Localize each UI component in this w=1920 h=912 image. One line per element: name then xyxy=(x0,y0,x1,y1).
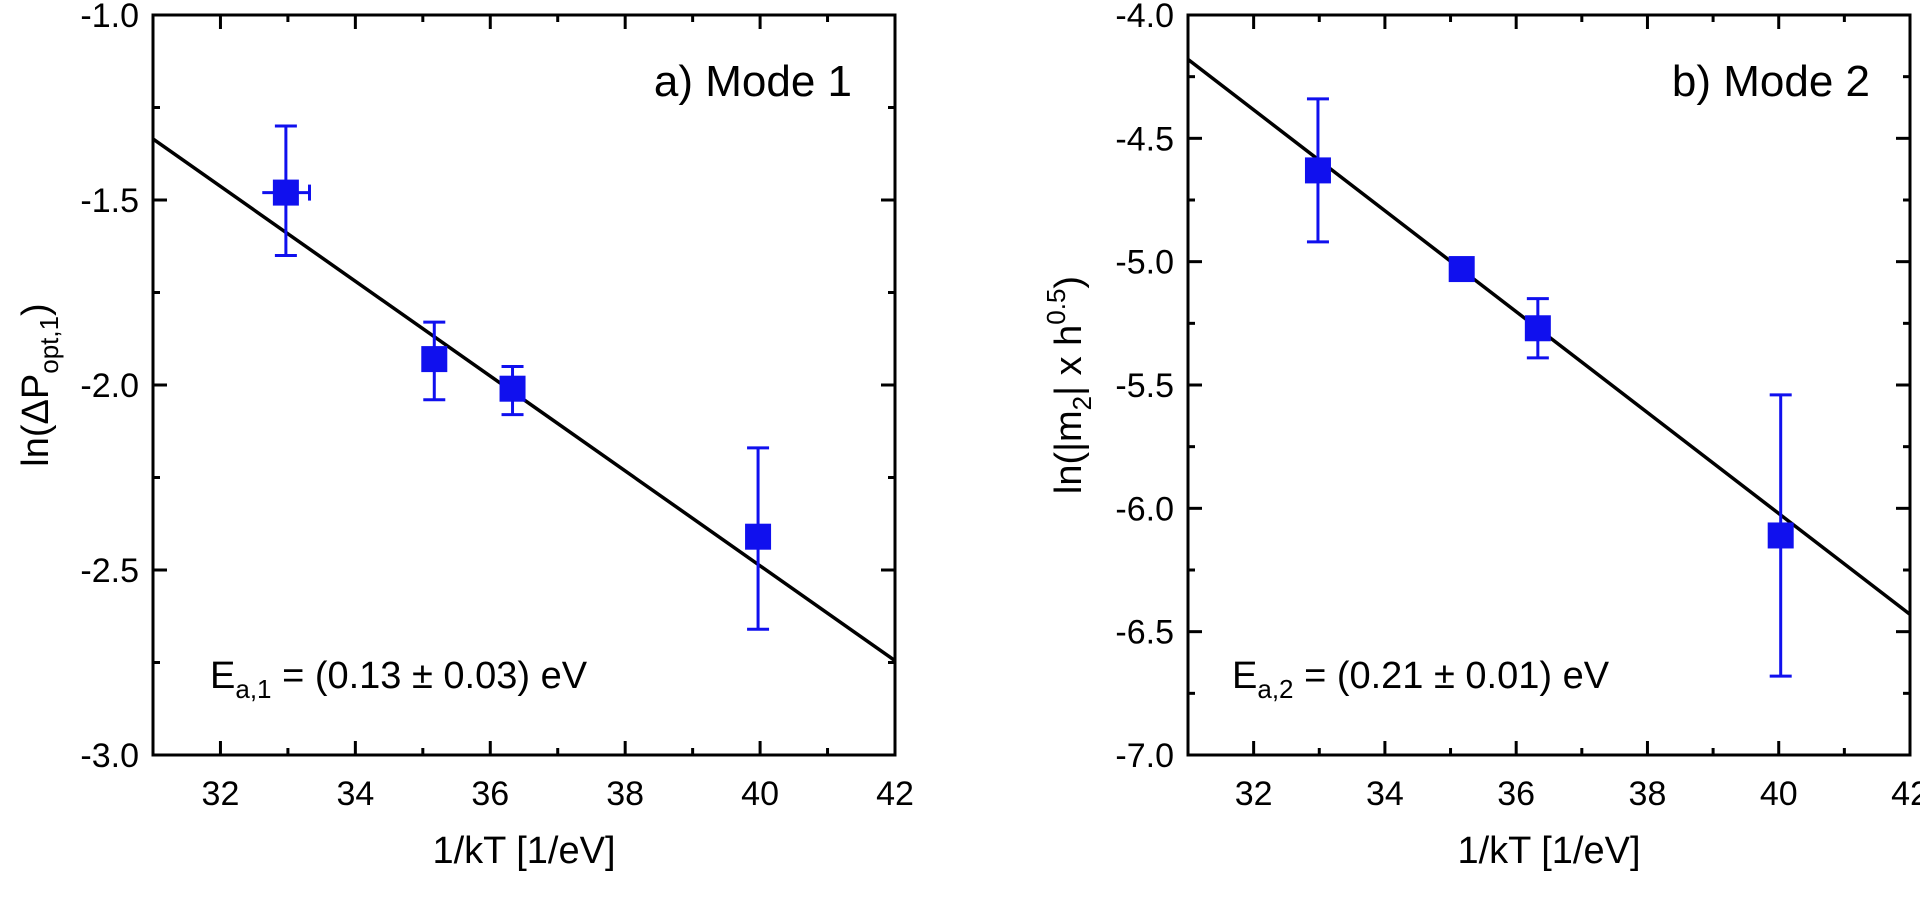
x-tick-label: 38 xyxy=(606,775,644,813)
x-tick-label: 36 xyxy=(471,775,509,813)
activation-energy-subscript: a,2 xyxy=(1257,674,1293,704)
y-tick-label: -6.0 xyxy=(1115,490,1174,528)
x-tick-label: 42 xyxy=(876,775,914,813)
x-tick-label: 34 xyxy=(336,775,374,813)
x-tick-label: 40 xyxy=(1760,775,1798,813)
data-point xyxy=(1304,157,1331,184)
y-axis-title-sub: 2 xyxy=(1067,396,1097,410)
activation-energy-label: Ea,2 = (0.21 ± 0.01) eV xyxy=(1232,655,1610,704)
y-axis-title: ln(ΔPopt,1) xyxy=(15,303,64,466)
data-point xyxy=(421,346,448,373)
y-tick-label: -3.0 xyxy=(80,737,139,775)
y-axis-title-sub: opt,1 xyxy=(34,316,64,374)
y-axis-title-base: ln(ΔP xyxy=(15,374,57,467)
y-axis-title-tail: ) xyxy=(1048,276,1090,289)
data-point xyxy=(745,523,772,550)
y-tick-label: -2.5 xyxy=(80,552,139,590)
y-tick-label: -1.5 xyxy=(80,182,139,220)
data-point xyxy=(499,375,526,402)
x-axis-title: 1/kT [1/eV] xyxy=(432,830,615,872)
panel-a-mode-1: 32 34 36 38 40 42 -1.0 -1.5 -2.0 -2.5 -3.0 1/kT [1/… xyxy=(15,0,914,872)
data-point xyxy=(272,179,299,206)
panel-label: a) Mode 1 xyxy=(654,57,852,106)
y-axis-title-base: ln(|m xyxy=(1048,410,1090,494)
y-axis-title-sup: 0.5 xyxy=(1041,289,1071,325)
activation-energy-label: Ea,1 = (0.13 ± 0.03) eV xyxy=(210,655,588,704)
activation-energy-symbol: E xyxy=(210,655,235,697)
x-tick-label: 32 xyxy=(202,775,240,813)
y-tick-label: -4.5 xyxy=(1115,120,1174,158)
x-tick-label: 34 xyxy=(1366,775,1404,813)
y-tick-label: -5.0 xyxy=(1115,244,1174,282)
y-tick-label: -7.0 xyxy=(1115,737,1174,775)
data-point xyxy=(1767,522,1794,549)
x-tick-label: 38 xyxy=(1629,775,1667,813)
y-axis-title-mid: | x h xyxy=(1048,325,1090,396)
plot-frame xyxy=(1186,13,1912,757)
x-tick-label: 36 xyxy=(1497,775,1535,813)
y-tick-label: -2.0 xyxy=(80,367,139,405)
activation-energy-value: = (0.13 ± 0.03) eV xyxy=(272,655,588,697)
data-point xyxy=(1524,315,1551,342)
y-axis-title-tail: ) xyxy=(15,303,57,316)
activation-energy-value: = (0.21 ± 0.01) eV xyxy=(1294,655,1610,697)
panel-label: b) Mode 2 xyxy=(1672,57,1870,106)
activation-energy-symbol: E xyxy=(1232,655,1257,697)
data-point xyxy=(1448,256,1475,283)
y-tick-label: -5.5 xyxy=(1115,367,1174,405)
y-tick-label: -1.0 xyxy=(80,0,139,35)
x-tick-label: 32 xyxy=(1235,775,1273,813)
activation-energy-subscript: a,1 xyxy=(235,674,271,704)
x-tick-label: 40 xyxy=(741,775,779,813)
y-axis-title: ln(|m2| x h0.5) xyxy=(1041,276,1097,494)
x-tick-label: 42 xyxy=(1891,775,1920,813)
y-tick-label: -4.0 xyxy=(1115,0,1174,35)
y-tick-label: -6.5 xyxy=(1115,614,1174,652)
panel-b-mode-2: 32 34 36 38 40 42 -4.0 -4.5 -5.0 -5.5 -6.0 -6.5 -7.0… xyxy=(1041,0,1920,872)
x-axis-title: 1/kT [1/eV] xyxy=(1457,830,1640,872)
